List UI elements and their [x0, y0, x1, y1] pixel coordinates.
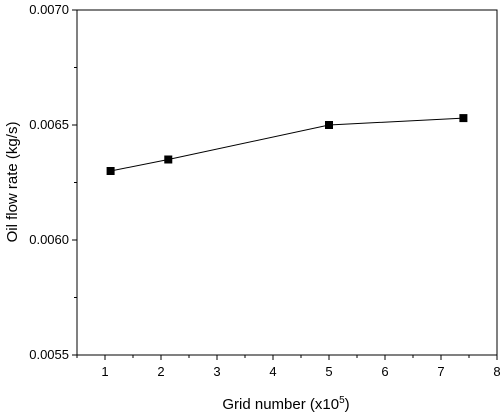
y-axis-title: Oil flow rate (kg/s) — [4, 122, 21, 243]
series-line — [110, 117, 464, 172]
data-point-marker — [459, 114, 468, 123]
x-tick-label: 1 — [101, 364, 108, 379]
x-axis-title-main: Grid number (x10 — [222, 396, 339, 413]
y-axis-ticks: 0.0055 0.0060 0.0065 0.0070 — [29, 2, 77, 362]
x-tick-label: 5 — [325, 364, 332, 379]
y-tick-label: 0.0065 — [29, 117, 69, 132]
data-point-marker — [106, 167, 115, 175]
x-axis-title-superscript: 5 — [339, 395, 345, 406]
data-point-marker — [325, 121, 333, 129]
x-tick-label: 6 — [381, 364, 388, 379]
x-tick-label: 8 — [493, 364, 500, 379]
x-axis-title: Grid number (x105) — [222, 395, 349, 413]
x-tick-label: 3 — [213, 364, 220, 379]
x-tick-label: 7 — [437, 364, 444, 379]
plot-frame — [76, 9, 498, 356]
y-tick-label: 0.0055 — [29, 347, 69, 362]
x-tick-label: 2 — [157, 364, 164, 379]
x-tick-label: 4 — [269, 364, 276, 379]
x-axis-title-suffix: ) — [345, 396, 350, 413]
x-axis-ticks: 1 2 3 4 5 6 7 8 — [76, 355, 501, 379]
y-tick-label: 0.0070 — [29, 2, 69, 17]
y-tick-label: 0.0060 — [29, 232, 69, 247]
data-point-marker — [164, 155, 173, 164]
data-series — [106, 114, 468, 175]
plot-border — [76, 9, 498, 356]
